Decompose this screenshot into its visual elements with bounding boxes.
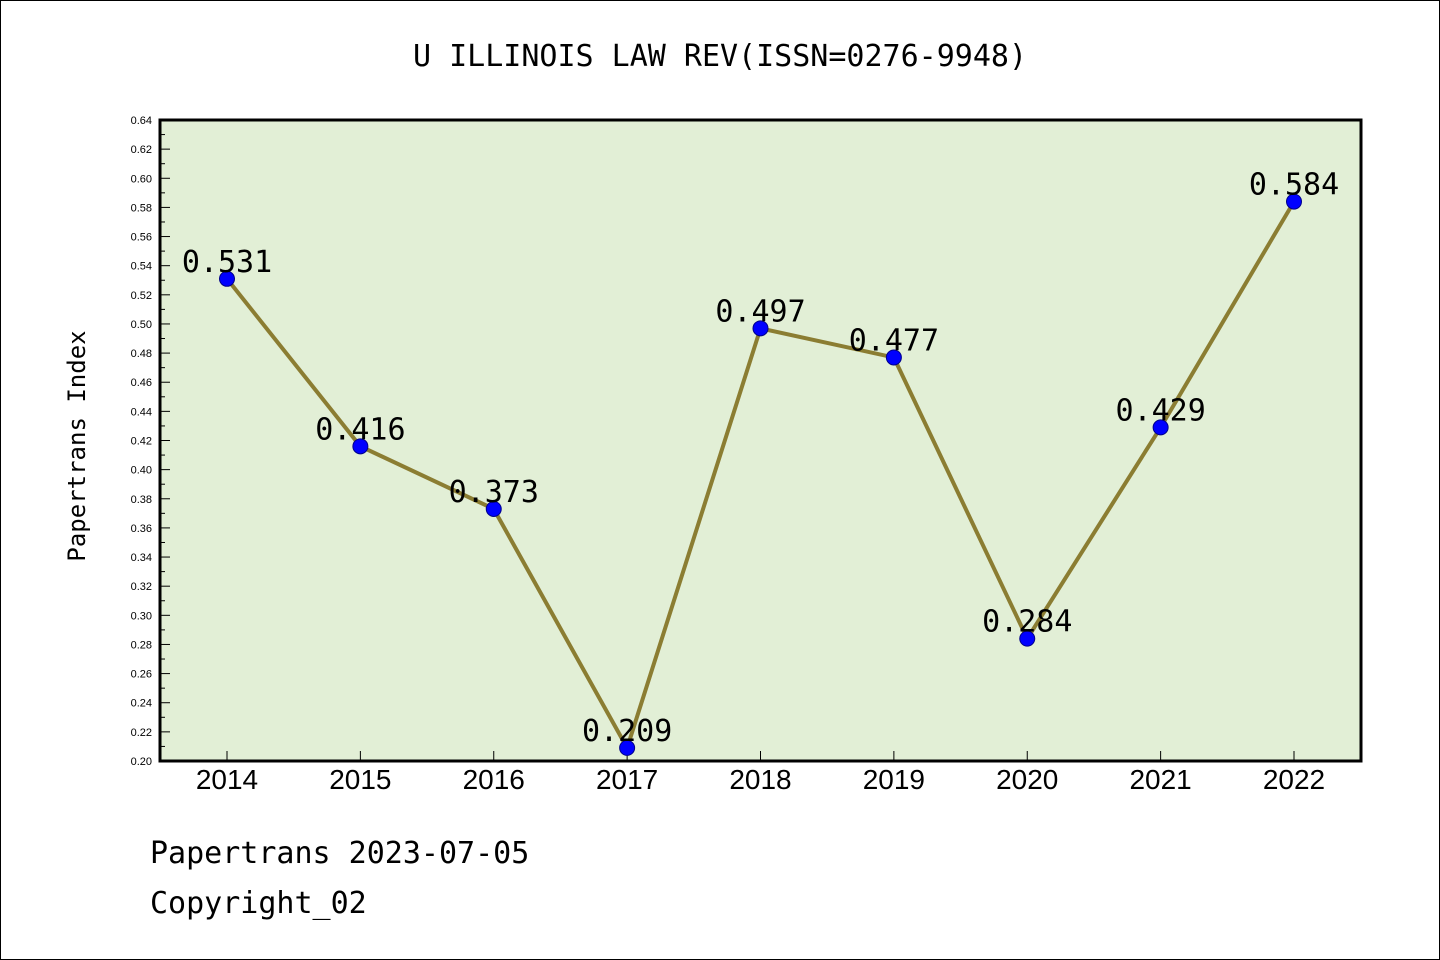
chart-title: U ILLINOIS LAW REV(ISSN=0276-9948) xyxy=(413,39,1027,74)
y-axis: 0.20 0.22 0.24 0.26 0.28 0.30 0.32 0.34 0.36 0.38… xyxy=(131,115,170,768)
y-tick-label: 0.44 xyxy=(131,406,152,418)
x-tick-label: 2016 xyxy=(463,764,525,795)
y-tick-label: 0.50 xyxy=(131,319,152,331)
x-tick-label: 2017 xyxy=(596,764,658,795)
y-tick-label: 0.46 xyxy=(131,377,152,389)
x-tick-label: 2018 xyxy=(729,764,791,795)
data-point xyxy=(1286,193,1302,210)
y-tick-label: 0.40 xyxy=(131,465,152,477)
data-label: 0.497 xyxy=(715,294,805,329)
x-tick-label: 2015 xyxy=(329,764,391,795)
data-label: 0.284 xyxy=(982,605,1072,640)
data-label: 0.416 xyxy=(315,412,405,447)
y-tick-label: 0.64 xyxy=(131,115,152,127)
y-tick-label: 0.20 xyxy=(131,756,152,768)
y-tick-label: 0.58 xyxy=(131,202,152,214)
data-label: 0.584 xyxy=(1249,168,1339,203)
data-point xyxy=(1019,630,1036,647)
y-tick-label: 0.24 xyxy=(131,698,152,710)
data-point xyxy=(885,349,902,366)
y-tick-label: 0.62 xyxy=(131,144,152,156)
data-label: 0.209 xyxy=(582,714,672,749)
y-tick-label: 0.60 xyxy=(131,173,152,185)
series-group xyxy=(219,193,1302,756)
y-tick-label: 0.48 xyxy=(131,348,152,360)
x-tick-label: 2021 xyxy=(1129,764,1191,795)
y-tick-label: 0.34 xyxy=(131,552,152,564)
y-tick-label: 0.32 xyxy=(131,581,152,593)
y-tick-label: 0.38 xyxy=(131,494,152,506)
y-tick-label: 0.54 xyxy=(131,261,152,273)
y-tick-label: 0.30 xyxy=(131,610,152,622)
data-point xyxy=(485,500,502,517)
footer-copyright: Copyright_02 xyxy=(150,886,367,921)
data-point xyxy=(752,320,769,337)
data-point xyxy=(1152,419,1169,436)
data-label: 0.429 xyxy=(1115,393,1205,428)
data-point xyxy=(352,438,369,455)
data-point xyxy=(219,270,235,287)
y-tick-label: 0.36 xyxy=(131,523,152,535)
y-tick-label: 0.56 xyxy=(131,232,152,244)
data-label: 0.531 xyxy=(182,245,272,280)
y-tick-label: 0.52 xyxy=(131,290,152,302)
data-label: 0.373 xyxy=(449,475,539,510)
footer-date: Papertrans 2023-07-05 xyxy=(150,836,530,871)
y-axis-label: Papertrans Index xyxy=(63,330,91,561)
x-tick-label: 2022 xyxy=(1263,764,1325,795)
x-axis: 2014 2015 2016 2017 2018 2019 2020 2021 2022 xyxy=(196,751,1325,795)
y-tick-label: 0.22 xyxy=(131,727,152,739)
x-tick-label: 2014 xyxy=(196,764,258,795)
x-tick-label: 2019 xyxy=(863,764,925,795)
data-labels: 0.531 0.416 0.373 0.209 0.497 0.477 0.284 0.429… xyxy=(182,168,1339,749)
y-tick-label: 0.42 xyxy=(131,436,152,448)
data-point xyxy=(619,739,636,756)
y-tick-label: 0.28 xyxy=(131,639,152,651)
data-label: 0.477 xyxy=(849,323,939,358)
x-tick-label: 2020 xyxy=(996,764,1058,795)
y-tick-label: 0.26 xyxy=(131,669,152,681)
